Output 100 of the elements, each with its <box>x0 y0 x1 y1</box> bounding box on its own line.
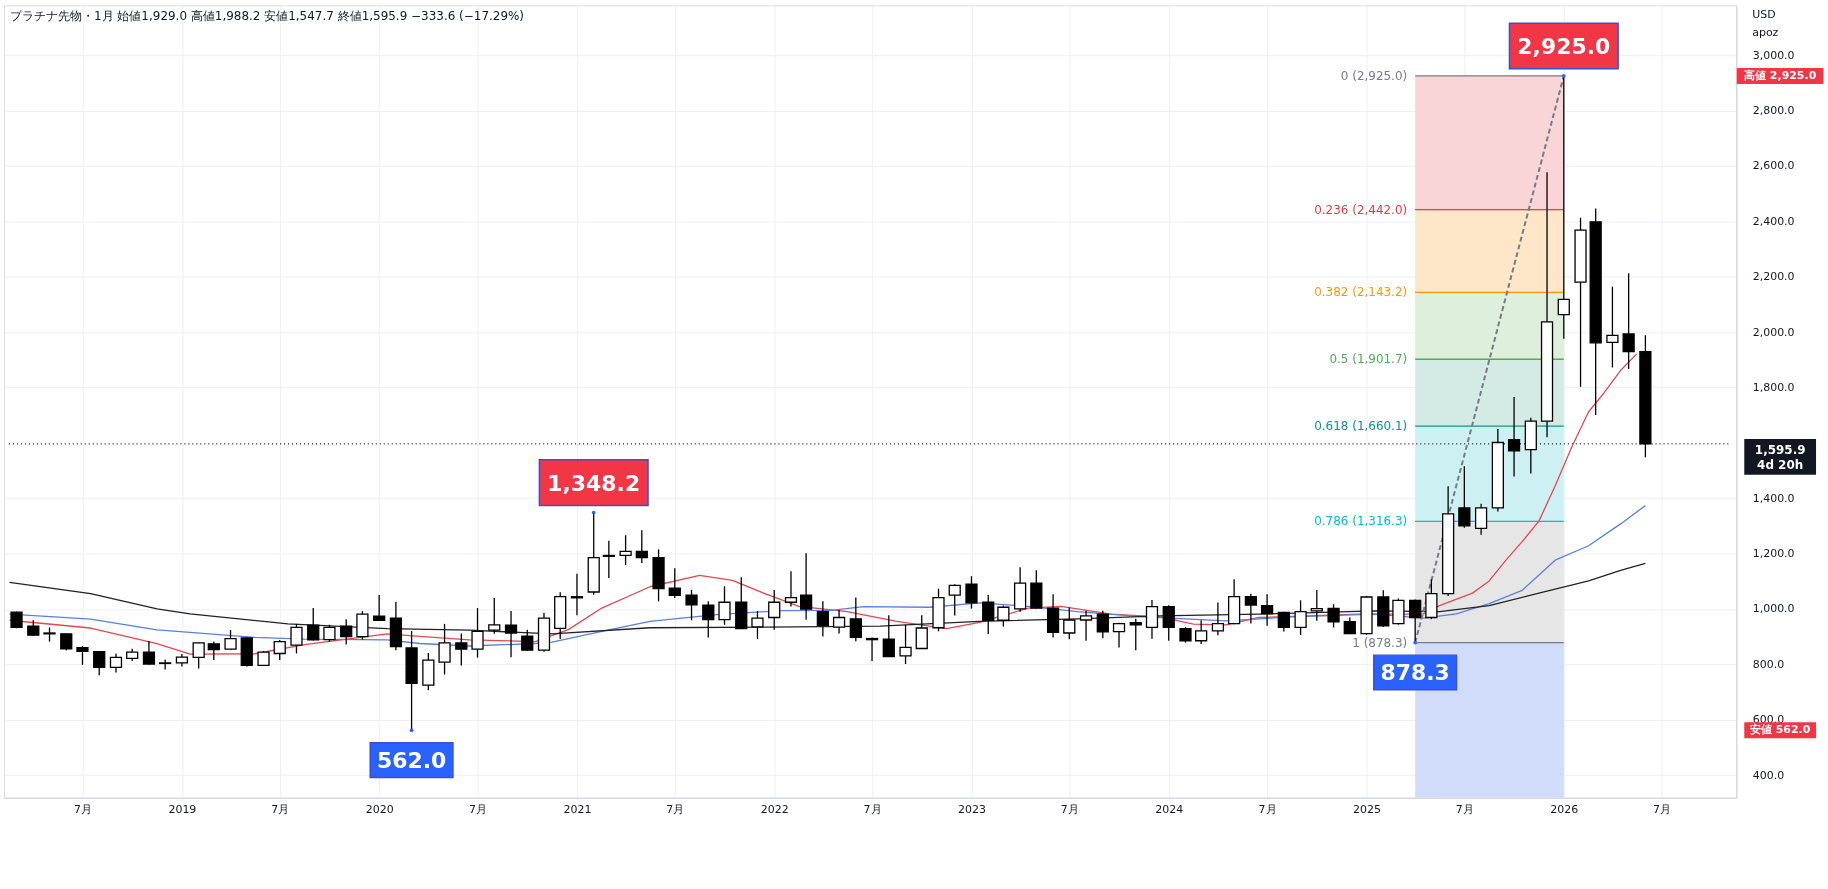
candlestick <box>1474 503 1488 536</box>
candlestick <box>816 600 829 638</box>
candlestick <box>1195 619 1208 645</box>
x-tick-label: 2022 <box>760 803 789 817</box>
candlestick <box>521 629 534 652</box>
annotation: 2,925.0 <box>1517 34 1611 59</box>
candlestick <box>602 540 615 579</box>
candlestick <box>1507 396 1521 478</box>
x-tick-label: 7月 <box>1060 803 1079 817</box>
x-tick-label: 2025 <box>1353 803 1381 817</box>
candlestick <box>882 614 895 658</box>
candlestick <box>340 618 353 646</box>
candlestick <box>1327 603 1340 629</box>
candlestick <box>455 632 468 667</box>
candlestick <box>1622 272 1635 370</box>
x-tick-label: 7月 <box>73 803 92 817</box>
candlestick <box>1392 597 1405 626</box>
text: 高値 2,925.0 <box>1744 68 1817 82</box>
candlestick <box>471 607 484 659</box>
candlestick <box>1458 465 1471 529</box>
ref-line-label: 1 (878.3) <box>1352 635 1408 650</box>
candlestick <box>948 583 961 617</box>
candlestick <box>1260 593 1274 627</box>
y-tick-label: 2,600.0 <box>1752 159 1795 173</box>
candlestick <box>1096 610 1109 639</box>
annotation: 562.0 <box>376 748 447 774</box>
x-tick-label: 7月 <box>1258 803 1277 817</box>
candlestick <box>192 641 205 670</box>
candlestick <box>504 610 518 658</box>
x-tick-label: 2023 <box>958 803 986 817</box>
x-tick-label: 7月 <box>666 803 685 817</box>
candlestick <box>438 623 451 676</box>
candlestick <box>1244 593 1258 625</box>
y-tick-label: 2,800.0 <box>1752 104 1795 118</box>
candlestick <box>1409 598 1422 644</box>
x-tick-label: 7月 <box>1653 803 1672 817</box>
candlestick <box>224 629 237 651</box>
candlestick <box>273 639 286 661</box>
y-tick-label: 1,200.0 <box>1752 547 1795 561</box>
candlestick <box>784 570 798 608</box>
candlestick <box>915 614 928 650</box>
candlestick <box>1294 599 1307 636</box>
text: apoz <box>1752 26 1779 40</box>
candlestick <box>1606 285 1619 369</box>
candlestick <box>1112 622 1126 649</box>
candlestick <box>899 624 912 665</box>
candlestick <box>142 640 156 666</box>
candlestick <box>832 609 846 635</box>
candlestick <box>702 600 715 639</box>
candlestick <box>751 610 764 640</box>
candlestick <box>290 623 303 655</box>
candlestick <box>373 594 386 622</box>
x-tick-label: 7月 <box>1455 803 1474 817</box>
y-tick-label: 400.0 <box>1752 768 1785 782</box>
candlestick <box>307 607 320 642</box>
ref-line-label: 0 (2,925.0) <box>1340 68 1408 83</box>
annotation: 1,348.2 <box>547 470 641 496</box>
y-tick-label: 800.0 <box>1752 657 1785 671</box>
candlestick <box>982 594 995 635</box>
candlestick <box>1211 601 1225 636</box>
y-tick-label: 1,400.0 <box>1752 491 1795 505</box>
candlestick <box>799 552 813 621</box>
y-tick-label: 1,000.0 <box>1752 602 1795 616</box>
y-axis-title: USD <box>1752 8 1776 22</box>
candlestick <box>1063 606 1076 641</box>
y-tick-label: 2,000.0 <box>1752 325 1795 339</box>
candlestick <box>768 589 781 631</box>
y-tick-label: 2,400.0 <box>1752 214 1795 228</box>
annotation: 878.3 <box>1380 660 1450 686</box>
candlestick <box>207 640 220 661</box>
ref-line-label: 0.382 (2,143.2) <box>1314 285 1408 300</box>
candlestick <box>488 597 501 635</box>
ref-line-label: 1,595.9 4d 20h <box>1754 442 1806 472</box>
candlestick <box>997 604 1010 628</box>
x-tick-label: 2020 <box>365 803 394 817</box>
x-tick-label: 2021 <box>563 803 592 817</box>
candlestick <box>849 596 862 642</box>
x-tick-label: 2026 <box>1550 803 1579 817</box>
candlestick <box>1162 604 1175 642</box>
candlestick <box>668 567 681 599</box>
chart-title: プラチナ先物・1月 始値1,929.0 高値1,988.2 安値1,547.7 終値1,595.9 −333.6 (−17.29%) <box>9 9 525 24</box>
x-tick-label: 2019 <box>168 803 197 817</box>
candlestick <box>93 650 106 676</box>
y-tick-label: 3,000.0 <box>1752 48 1795 62</box>
ref-line-label: 0.786 (1,316.3) <box>1314 514 1408 529</box>
y-tick-label: 1,800.0 <box>1752 380 1795 394</box>
x-tick-label: 7月 <box>863 803 882 817</box>
candlestick <box>685 589 698 621</box>
candlestick <box>109 652 123 674</box>
candlestick <box>965 575 978 610</box>
x-tick-label: 2024 <box>1155 803 1184 817</box>
candlestick <box>718 585 731 626</box>
candlestick <box>1145 599 1159 640</box>
ref-line-label: 0.236 (2,442.0) <box>1314 202 1408 217</box>
candlestick <box>1079 610 1093 642</box>
candlestick <box>1425 578 1438 620</box>
x-tick-label: 7月 <box>271 803 290 817</box>
candlestick <box>76 645 89 666</box>
ref-line-label: 0.618 (1,660.1) <box>1314 419 1408 434</box>
y-tick-label: 2,200.0 <box>1752 270 1795 284</box>
